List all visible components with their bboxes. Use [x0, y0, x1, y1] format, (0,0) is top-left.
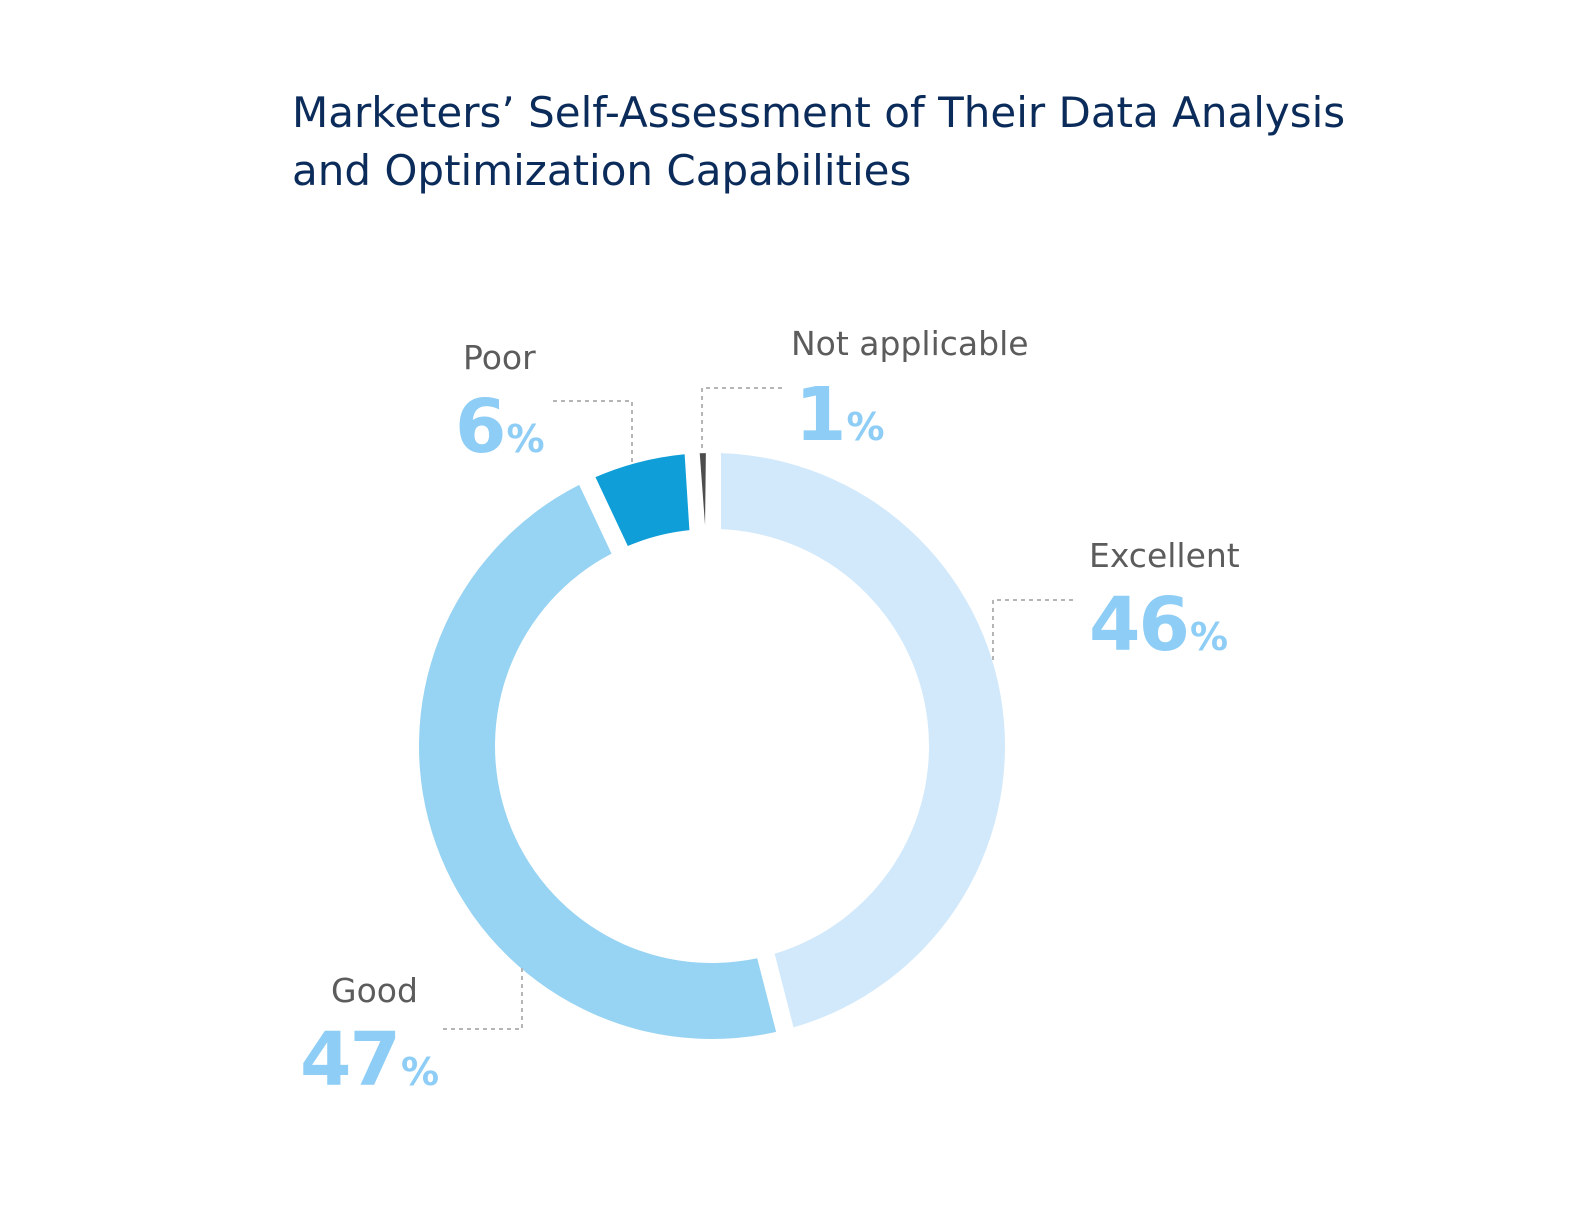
value-label-good: 47%	[300, 1023, 439, 1097]
value-number-good: 47	[300, 1017, 401, 1103]
percent-sign-good: %	[400, 1050, 440, 1094]
chart-title-line-2: and Optimization Capabilities	[292, 146, 912, 195]
donut-segment-poor	[595, 454, 690, 546]
category-label-not-applicable: Not applicable	[791, 324, 1029, 363]
percent-sign-not-applicable: %	[846, 405, 885, 449]
category-label-excellent: Excellent	[1089, 536, 1240, 575]
label-excellent: Excellent 46%	[1089, 536, 1240, 662]
label-poor: Poor 6%	[455, 338, 545, 464]
donut-segments	[419, 453, 1005, 1039]
chart-title: Marketers’ Self-Assessment of Their Data…	[292, 84, 1412, 200]
leader-line-good	[443, 968, 523, 1030]
label-good: Good 47%	[300, 971, 439, 1097]
leader-line-not-applicable	[701, 387, 782, 452]
category-label-good: Good	[331, 971, 418, 1010]
value-number-excellent: 46	[1089, 582, 1190, 668]
category-label-poor: Poor	[463, 338, 536, 377]
value-number-poor: 6	[455, 384, 506, 470]
value-number-not-applicable: 1	[795, 372, 846, 458]
value-label-poor: 6%	[455, 390, 545, 464]
percent-sign-poor: %	[506, 417, 545, 461]
value-label-excellent: 46%	[1089, 588, 1240, 662]
label-not-applicable: Not applicable 1%	[791, 324, 1029, 452]
leader-line-poor	[553, 400, 633, 463]
percent-sign-excellent: %	[1189, 615, 1229, 659]
value-label-not-applicable: 1%	[795, 378, 1029, 452]
donut-segment-good	[419, 484, 777, 1039]
leader-line-excellent	[992, 599, 1073, 664]
leader-lines	[443, 387, 1073, 1030]
donut-segment-not-applicable	[699, 453, 706, 526]
donut-segment-excellent	[720, 453, 1005, 1028]
chart-title-line-1: Marketers’ Self-Assessment of Their Data…	[292, 88, 1346, 137]
